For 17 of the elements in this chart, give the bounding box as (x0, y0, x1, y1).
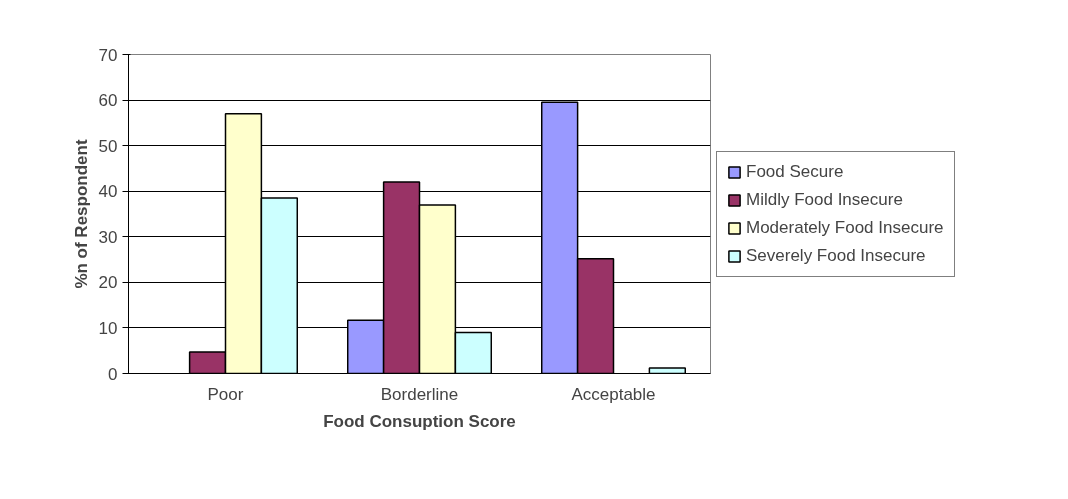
x-tick-label: Poor (207, 384, 244, 404)
legend-label: Moderately Food Insecure (746, 217, 944, 238)
x-axis-title: Food Consuption Score (323, 411, 516, 431)
y-tick-label: 40 (98, 182, 118, 202)
y-tick-label: 60 (98, 91, 118, 111)
y-axis-title: %n of Respondent (71, 139, 91, 289)
y-tick-label: 10 (98, 318, 118, 338)
y-tick-label: 30 (98, 227, 118, 247)
y-tick-label: 20 (98, 273, 118, 293)
x-tick-label: Borderline (380, 384, 459, 404)
legend-label: Food Secure (746, 161, 844, 182)
x-tick-label: Acceptable (571, 384, 656, 404)
legend-label: Severely Food Insecure (746, 245, 926, 266)
y-tick-label: 50 (98, 136, 118, 156)
legend-label: Mildly Food Insecure (746, 189, 903, 210)
y-tick-label: 70 (98, 45, 118, 65)
y-tick-label: 0 (108, 364, 118, 384)
